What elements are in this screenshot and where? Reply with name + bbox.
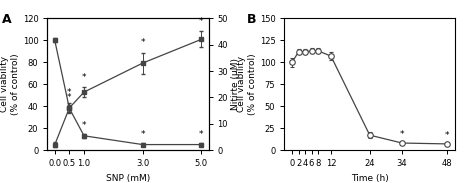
Text: *: * bbox=[199, 17, 203, 26]
Y-axis label: Cell viability
(% of control): Cell viability (% of control) bbox=[0, 53, 20, 115]
X-axis label: Time (h): Time (h) bbox=[351, 174, 389, 183]
Text: *: * bbox=[445, 130, 449, 139]
Text: *: * bbox=[82, 72, 86, 82]
Text: *: * bbox=[400, 130, 404, 139]
Y-axis label: Cell viability
(% of control): Cell viability (% of control) bbox=[237, 53, 257, 115]
Y-axis label: Nitirte (μM): Nitirte (μM) bbox=[231, 58, 240, 110]
Text: *: * bbox=[82, 121, 86, 130]
Text: *: * bbox=[140, 130, 145, 139]
X-axis label: SNP (mM): SNP (mM) bbox=[106, 174, 150, 183]
Text: *: * bbox=[199, 130, 203, 139]
Text: *: * bbox=[67, 88, 72, 97]
Text: B: B bbox=[247, 13, 256, 26]
Text: A: A bbox=[2, 13, 12, 26]
Text: *: * bbox=[67, 93, 72, 102]
Text: *: * bbox=[140, 38, 145, 47]
